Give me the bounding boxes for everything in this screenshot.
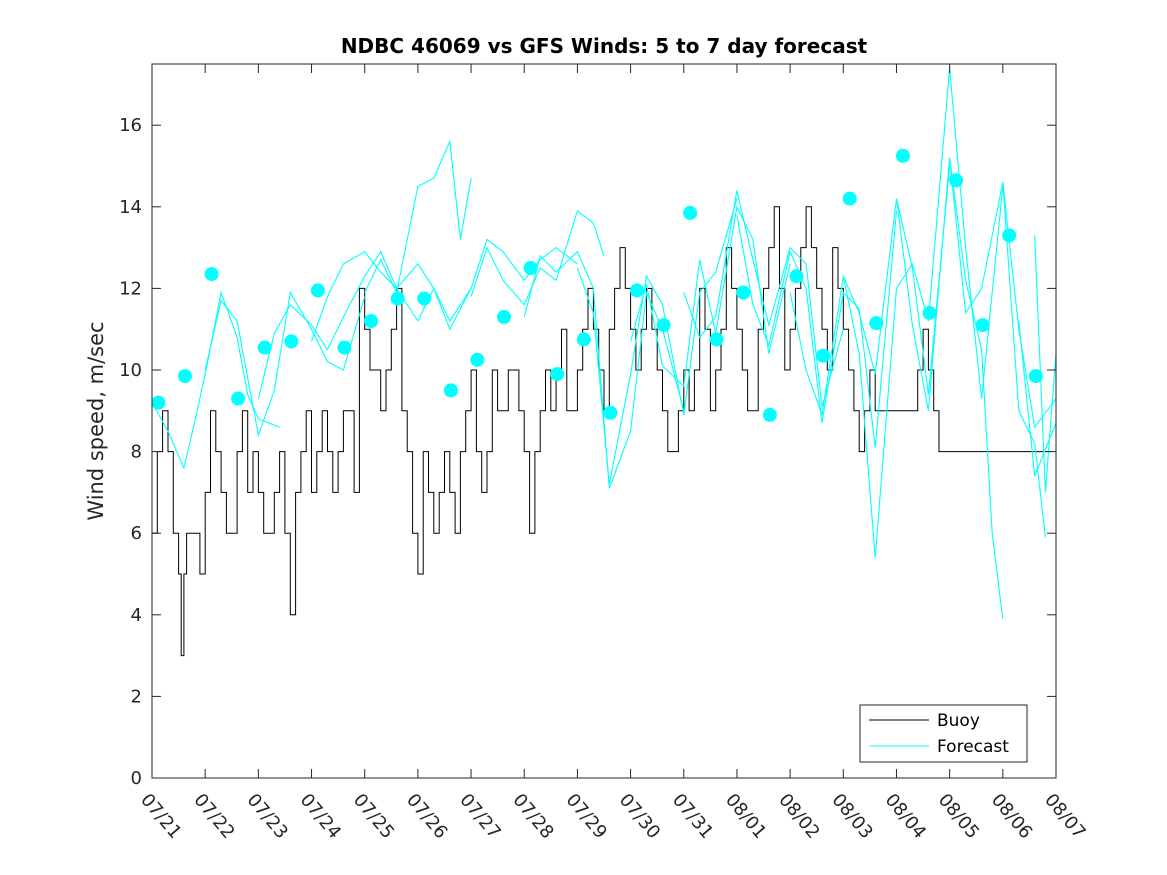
y-tick-label: 0 bbox=[131, 768, 142, 789]
x-tick-label: 07/31 bbox=[668, 790, 717, 843]
forecast-point bbox=[709, 332, 724, 347]
forecast-series-line-5 bbox=[364, 139, 472, 295]
x-tick-label: 07/23 bbox=[243, 790, 292, 843]
y-tick-label: 10 bbox=[119, 360, 142, 381]
x-tick-label: 07/30 bbox=[615, 790, 664, 843]
forecast-point bbox=[656, 318, 671, 333]
forecast-point bbox=[576, 332, 591, 347]
x-tick-label: 07/24 bbox=[296, 790, 345, 843]
forecast-point bbox=[789, 269, 804, 284]
x-tick-label: 08/04 bbox=[881, 790, 930, 843]
y-tick-label: 12 bbox=[119, 278, 142, 299]
y-tick-label: 8 bbox=[131, 442, 142, 463]
forecast-point bbox=[443, 383, 458, 398]
forecast-point bbox=[417, 291, 432, 306]
forecast-series-line-13 bbox=[789, 165, 951, 416]
x-tick-label: 07/22 bbox=[189, 790, 238, 843]
forecast-series-line-15 bbox=[895, 157, 1004, 619]
plot-area bbox=[151, 68, 1057, 657]
forecast-point bbox=[922, 305, 937, 320]
forecast-point bbox=[364, 314, 379, 328]
forecast-point bbox=[1002, 228, 1017, 243]
axes-frame bbox=[151, 63, 1057, 779]
forecast-point bbox=[497, 310, 511, 324]
x-tick-label: 07/29 bbox=[562, 790, 611, 843]
forecast-series-line-7 bbox=[470, 209, 605, 306]
buoy-series-line bbox=[152, 206, 1051, 657]
x-tick-label: 07/26 bbox=[402, 790, 451, 843]
forecast-series-line-8 bbox=[523, 250, 685, 489]
forecast-series-line-2 bbox=[204, 290, 366, 438]
x-tick-label: 07/25 bbox=[349, 790, 398, 843]
forecast-series-line-17 bbox=[1002, 182, 1057, 429]
forecast-point bbox=[204, 267, 219, 282]
forecast-point bbox=[1028, 369, 1043, 384]
forecast-series-line-19 bbox=[1034, 235, 1057, 493]
forecast-point bbox=[550, 367, 565, 382]
forecast-series-line-12 bbox=[736, 210, 898, 448]
legend-box bbox=[859, 704, 1028, 763]
forecast-point bbox=[178, 369, 192, 384]
x-tick-label: 08/06 bbox=[987, 790, 1036, 843]
forecast-point bbox=[975, 318, 990, 333]
forecast-point bbox=[231, 391, 246, 406]
forecast-point bbox=[337, 340, 352, 355]
x-tick-label: 08/05 bbox=[934, 790, 983, 843]
forecast-series-line-18 bbox=[1018, 320, 1057, 477]
y-tick-label: 14 bbox=[119, 197, 142, 218]
forecast-series-line-3 bbox=[257, 250, 419, 399]
forecast-point bbox=[151, 395, 166, 410]
forecast-point bbox=[284, 334, 299, 349]
forecast-series-line-6 bbox=[417, 238, 578, 331]
y-axis-label: Wind speed, m/sec bbox=[84, 321, 108, 520]
x-tick-label: 08/07 bbox=[1040, 790, 1089, 843]
forecast-point bbox=[949, 173, 963, 188]
forecast-point bbox=[523, 261, 538, 275]
x-tick-label: 08/03 bbox=[827, 790, 876, 843]
x-tick-label: 07/27 bbox=[455, 790, 504, 843]
forecast-point bbox=[390, 291, 405, 306]
forecast-point bbox=[310, 283, 325, 298]
forecast-point bbox=[603, 405, 618, 420]
forecast-point bbox=[736, 285, 751, 300]
y-tick-label: 16 bbox=[119, 115, 142, 136]
x-tick-label: 08/02 bbox=[774, 790, 823, 843]
legend-buoy-label: Buoy bbox=[937, 711, 980, 731]
y-tick-label: 4 bbox=[131, 605, 142, 626]
x-tick-label: 07/21 bbox=[136, 790, 185, 843]
forecast-series-line-9 bbox=[576, 198, 738, 485]
forecast-series-line-11 bbox=[683, 190, 844, 407]
forecast-point bbox=[683, 205, 698, 220]
forecast-point bbox=[762, 407, 777, 422]
x-tick-label: 07/28 bbox=[508, 790, 557, 843]
forecast-series-line-4 bbox=[310, 250, 472, 342]
forecast-point bbox=[470, 352, 485, 367]
forecast-series-line-14 bbox=[842, 68, 1004, 558]
legend: Buoy Forecast bbox=[859, 704, 1028, 763]
y-tick-label: 2 bbox=[131, 686, 142, 707]
forecast-point bbox=[895, 148, 910, 163]
chart-title: NDBC 46069 vs GFS Winds: 5 to 7 day fore… bbox=[341, 34, 868, 58]
forecast-point bbox=[257, 340, 272, 355]
forecast-point bbox=[630, 283, 644, 298]
x-tick-label: 08/01 bbox=[721, 790, 770, 843]
forecast-series-line-16 bbox=[949, 157, 1046, 538]
forecast-point bbox=[869, 316, 884, 331]
forecast-point bbox=[842, 191, 857, 206]
legend-forecast-label: Forecast bbox=[937, 737, 1009, 757]
y-tick-label: 6 bbox=[131, 523, 142, 544]
forecast-point bbox=[816, 348, 831, 363]
forecast-series-line-10 bbox=[630, 205, 791, 388]
